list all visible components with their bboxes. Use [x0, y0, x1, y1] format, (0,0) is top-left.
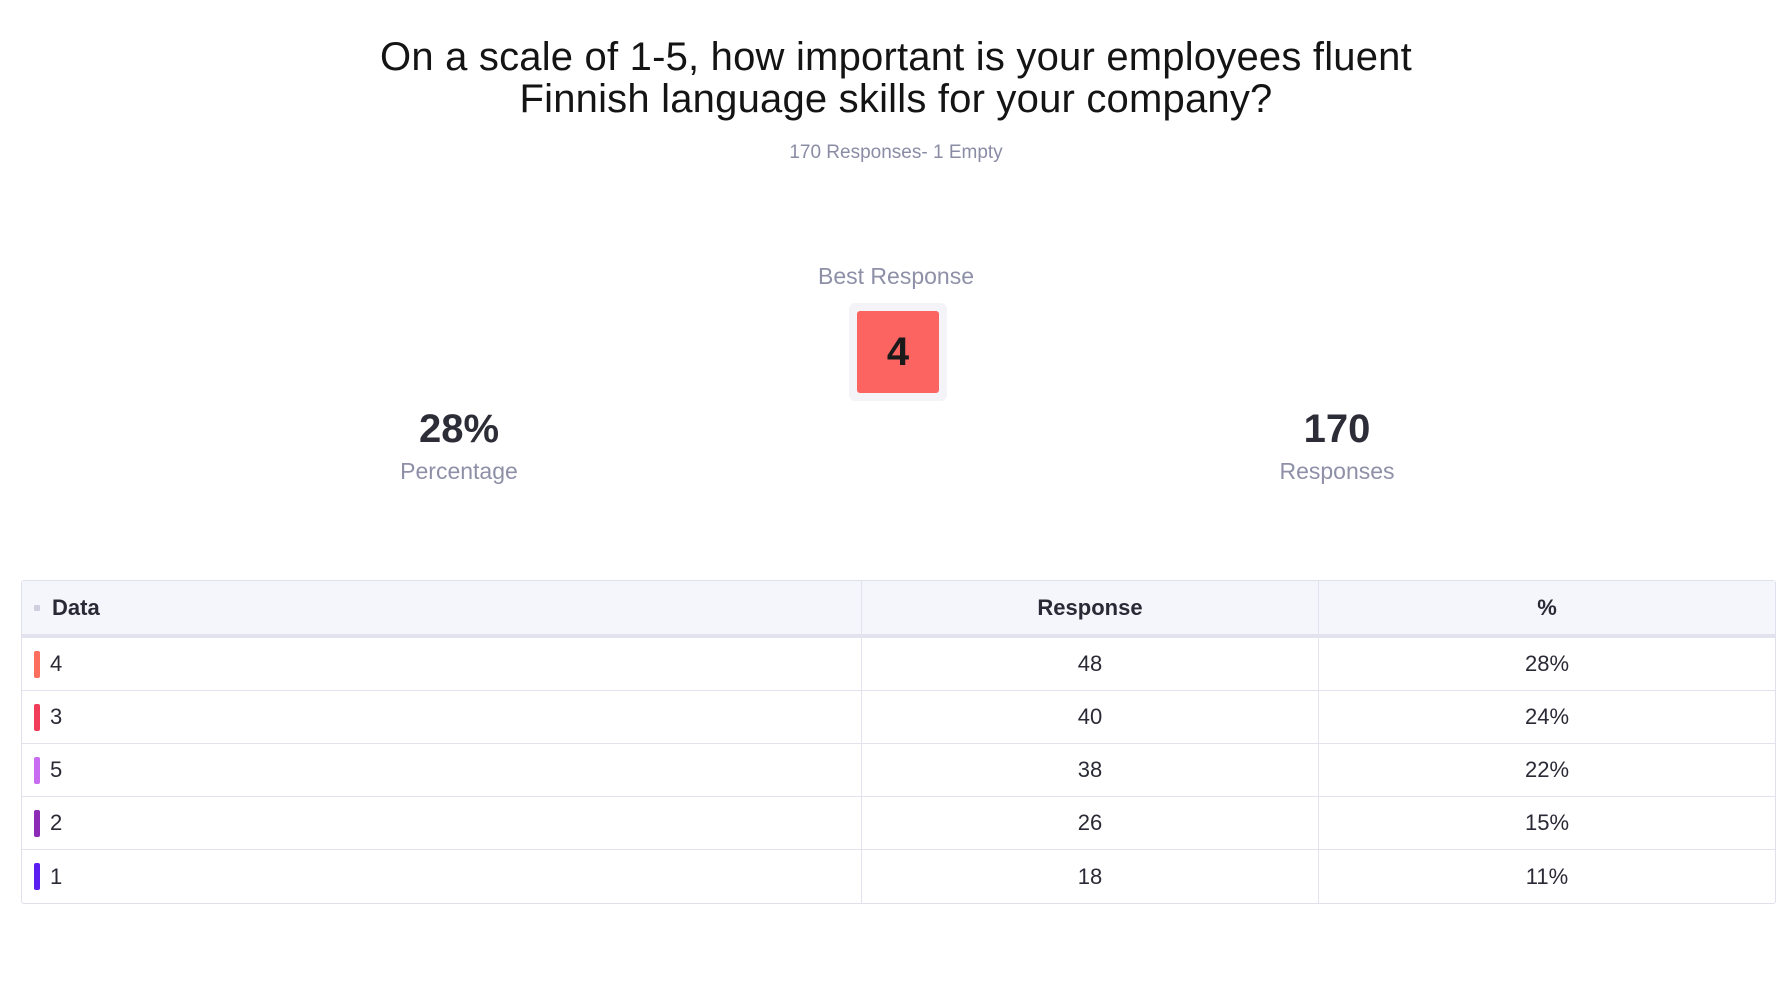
cell-response: 38 — [862, 744, 1319, 796]
cell-response: 26 — [862, 797, 1319, 849]
cell-data-label: 1 — [50, 863, 63, 889]
cell-response: 18 — [862, 850, 1319, 903]
best-response-label: Best Response — [818, 263, 974, 289]
best-response-badge: 4 — [849, 303, 947, 401]
sort-icon[interactable] — [34, 604, 40, 611]
cell-data: 2 — [22, 797, 862, 849]
cell-data: 4 — [22, 638, 862, 690]
responses-label: Responses — [1279, 458, 1395, 484]
table-row: 5 38 22% — [22, 744, 1775, 797]
responses-value: 170 — [1303, 407, 1371, 451]
responses-stat: 170 Responses — [1187, 406, 1487, 485]
cell-response: 40 — [862, 691, 1319, 743]
color-swatch — [34, 703, 40, 731]
cell-data-label: 3 — [50, 704, 63, 729]
cell-response: 48 — [862, 638, 1319, 690]
responses-summary: 170 Responses- 1 Empty — [789, 142, 1003, 163]
best-response-value: 4 — [857, 311, 939, 393]
table-row: 1 18 11% — [22, 850, 1775, 903]
question-title-line-2: Finnish language skills for your company… — [519, 77, 1273, 121]
color-swatch — [34, 809, 40, 837]
color-swatch — [34, 756, 40, 784]
column-header-percent[interactable]: % — [1537, 594, 1557, 620]
color-swatch — [34, 863, 40, 890]
cell-data: 3 — [22, 691, 862, 743]
percentage-label: Percentage — [400, 458, 518, 484]
cell-percent: 11% — [1525, 863, 1569, 889]
color-swatch — [34, 650, 40, 678]
table-header: Data Response % — [22, 581, 1775, 638]
results-table: Data Response % 4 48 28% 3 40 24% 5 38 22% 2 26 15%… — [21, 580, 1776, 904]
cell-data: 1 — [22, 850, 862, 903]
question-title-line-1: On a scale of 1-5, how important is your… — [380, 35, 1412, 79]
column-header-data-label: Data — [52, 594, 100, 620]
percentage-value: 28% — [418, 407, 500, 451]
question-title: On a scale of 1-5, how important is your… — [0, 36, 1792, 120]
cell-data: 5 — [22, 744, 862, 796]
cell-percent: 28% — [1524, 651, 1570, 676]
cell-data-label: 5 — [50, 757, 63, 782]
table-row: 4 48 28% — [22, 638, 1775, 691]
cell-percent: 24% — [1524, 704, 1570, 729]
table-body: 4 48 28% 3 40 24% 5 38 22% 2 26 15% 1 18 11% — [22, 638, 1775, 903]
cell-data-label: 4 — [50, 651, 63, 676]
cell-data-label: 2 — [50, 810, 63, 835]
cell-percent: 22% — [1524, 757, 1570, 782]
column-header-response[interactable]: Response — [862, 581, 1319, 634]
table-row: 2 26 15% — [22, 797, 1775, 850]
column-header-data[interactable]: Data — [22, 581, 862, 634]
cell-percent: 15% — [1524, 810, 1570, 835]
table-row: 3 40 24% — [22, 691, 1775, 744]
percentage-stat: 28% Percentage — [309, 406, 609, 485]
